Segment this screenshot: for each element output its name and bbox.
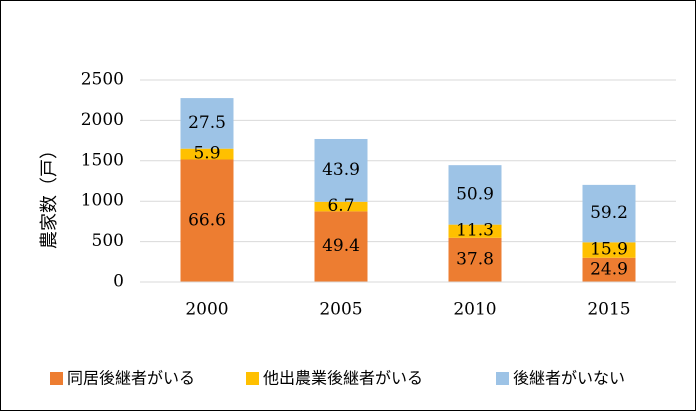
y-tick-label: 0: [113, 272, 124, 292]
legend-swatch: [246, 372, 259, 385]
y-axis-label: 農家数（戸）: [39, 141, 60, 249]
data-label: 5.9: [193, 144, 220, 164]
y-tick-label: 1000: [81, 191, 124, 211]
x-axis-ticks: 2000 2005 2010 2015: [185, 300, 630, 320]
legend: 同居後継者がいる 他出農業後継者がいる 後継者がいない: [50, 369, 625, 388]
y-tick-label: 1500: [81, 150, 124, 170]
bar-segment: [314, 138, 368, 202]
legend-swatch: [50, 372, 63, 385]
legend-swatch: [496, 372, 509, 385]
bar-segment: [314, 211, 368, 282]
y-tick-label: 2500: [81, 70, 124, 90]
x-tick-label: 2005: [319, 300, 362, 320]
data-label: 11.3: [456, 221, 494, 241]
data-label: 37.8: [456, 249, 494, 269]
bar-segment: [448, 165, 502, 225]
bar-segment: [448, 237, 502, 282]
y-tick-label: 500: [92, 231, 124, 251]
y-tick-label: 2000: [81, 110, 124, 130]
data-label: 50.9: [456, 184, 494, 204]
bar-segment: [582, 257, 636, 282]
bar-segment: [180, 159, 234, 282]
data-label: 6.7: [327, 196, 354, 216]
bar-segment: [582, 242, 636, 258]
bar-segment: [582, 184, 636, 243]
data-label: 27.5: [188, 113, 226, 133]
legend-label: 同居後継者がいる: [67, 369, 195, 388]
legend-label: 他出農業後継者がいる: [263, 369, 423, 388]
data-label: 24.9: [590, 259, 628, 279]
bar-segment: [314, 201, 368, 212]
y-axis-ticks: 0 500 1000 1500 2000 2500: [81, 70, 124, 292]
data-label: 59.2: [590, 203, 628, 223]
data-label: 15.9: [590, 240, 628, 260]
data-label: 49.4: [322, 236, 360, 256]
x-tick-label: 2000: [185, 300, 228, 320]
bars: [180, 98, 636, 282]
legend-label: 後継者がいない: [513, 369, 625, 388]
bar-segment: [180, 148, 234, 160]
data-label: 66.6: [188, 210, 226, 230]
bar-segment: [180, 98, 234, 149]
data-labels: 66.6 5.9 27.5 49.4 6.7 43.9 37.8 11.3 50.9 24.915…: [188, 113, 628, 279]
bar-segment: [448, 224, 502, 238]
x-tick-label: 2010: [453, 300, 496, 320]
x-tick-label: 2015: [587, 300, 630, 320]
data-label: 43.9: [322, 160, 360, 180]
